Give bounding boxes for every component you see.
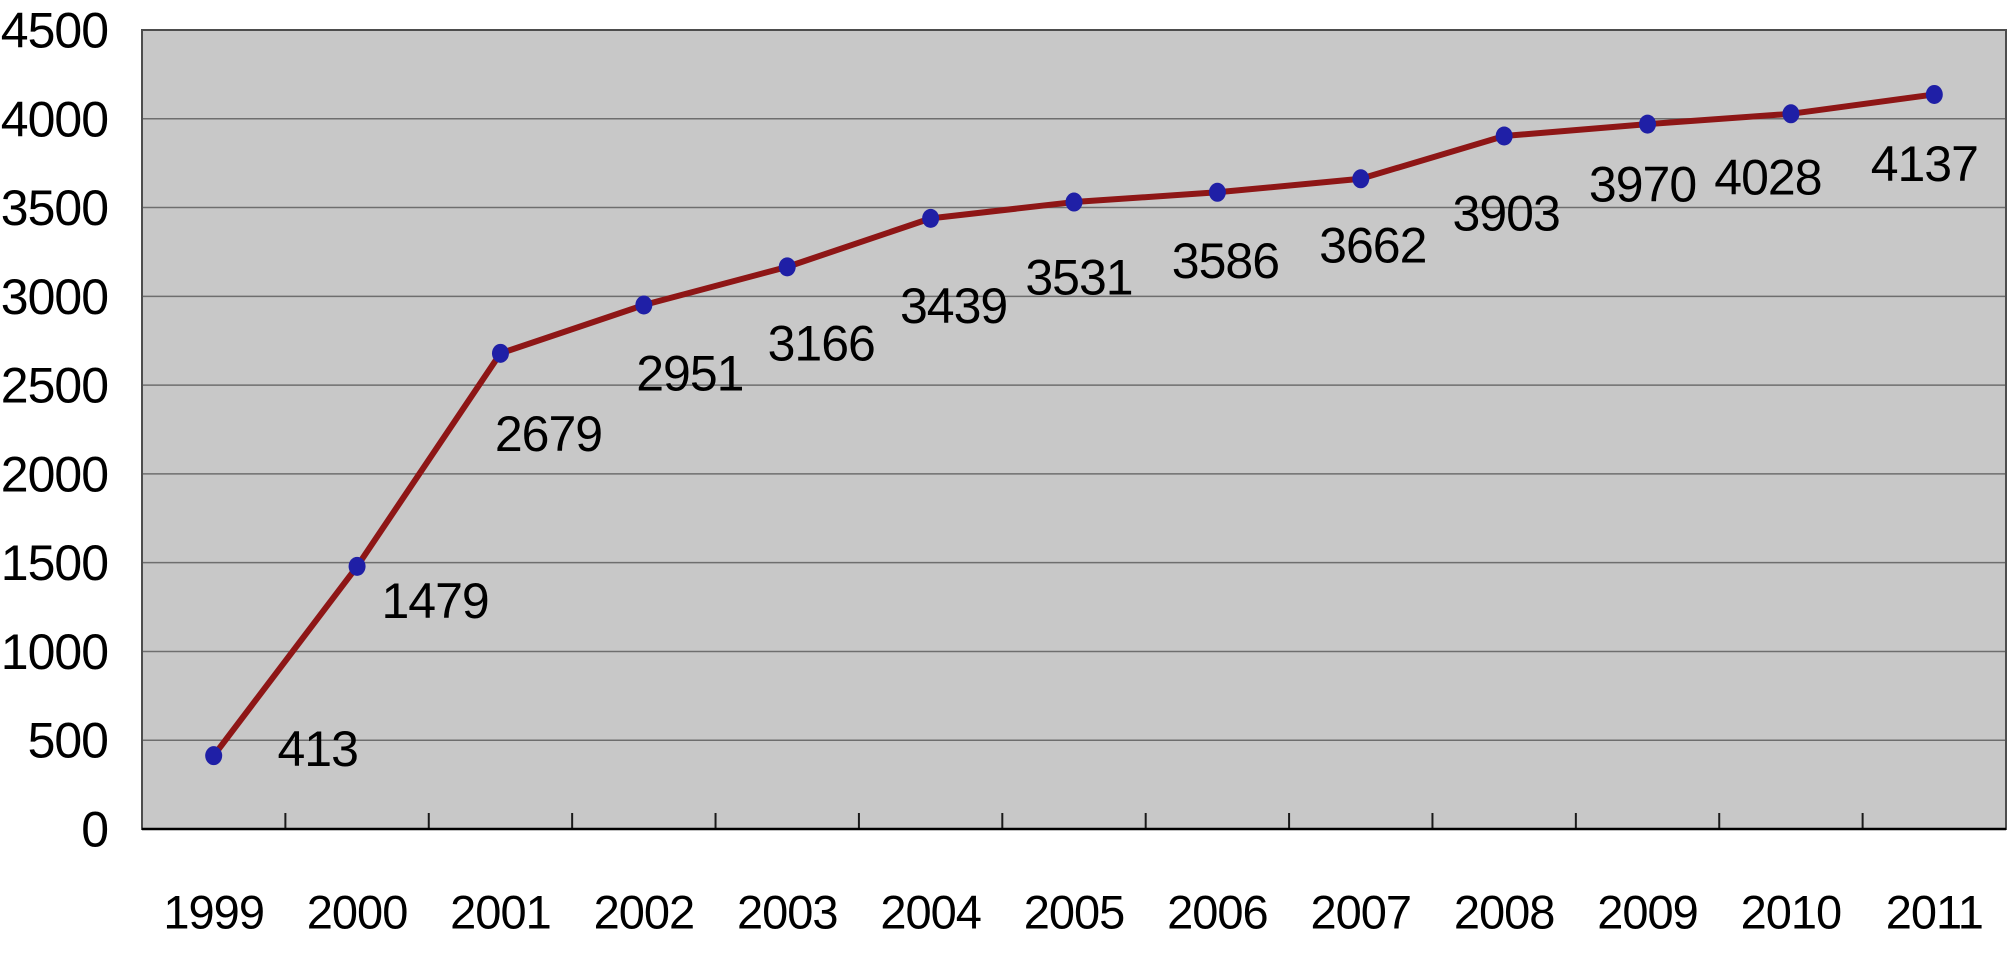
x-axis-category-label: 2003 <box>737 885 838 938</box>
data-label: 4137 <box>1871 136 1978 192</box>
data-point-marker <box>1495 126 1513 146</box>
y-axis-tick-label: 1000 <box>1 624 108 680</box>
data-label: 2951 <box>636 346 743 402</box>
data-label: 3662 <box>1319 217 1426 273</box>
data-label: 413 <box>277 721 357 777</box>
data-point-markers <box>205 84 1943 766</box>
x-axis-category-label: 2009 <box>1597 885 1698 938</box>
x-axis-category-label: 2001 <box>450 885 551 938</box>
x-axis-category-label: 2002 <box>594 885 695 938</box>
data-point-marker <box>778 257 796 277</box>
x-axis-category-label: 2007 <box>1310 885 1411 938</box>
data-label: 3531 <box>1025 250 1132 306</box>
data-label: 1479 <box>381 573 488 629</box>
data-point-marker <box>1208 182 1226 202</box>
data-label: 3970 <box>1589 157 1696 213</box>
data-label: 4028 <box>1714 149 1821 205</box>
data-point-marker <box>1925 84 1943 104</box>
x-axis-category-label: 2008 <box>1454 885 1555 938</box>
data-label: 3903 <box>1453 186 1560 242</box>
x-axis-category-label: 2010 <box>1741 885 1842 938</box>
x-axis-ticks <box>284 813 1864 829</box>
data-point-marker <box>1639 114 1657 134</box>
y-axis-labels: 0 500 1000 1500 2000 2500 3000 3500 4000 4500 <box>1 3 109 858</box>
data-label: 3586 <box>1172 233 1279 289</box>
x-axis-category-label: 2005 <box>1024 885 1125 938</box>
y-axis-tick-label: 2000 <box>1 446 108 502</box>
x-axis-labels: 1999 2000 2001 2002 2003 2004 2005 2006 2007 2008… <box>163 885 1983 938</box>
x-axis-category-label: 1999 <box>163 885 264 938</box>
data-point-marker <box>1352 169 1370 189</box>
data-labels: 413 1479 2679 2951 3166 3439 3531 3586 3662 3903 3… <box>277 136 1978 777</box>
y-axis-tick-label: 2500 <box>1 358 108 414</box>
x-axis-category-label: 2004 <box>880 885 981 938</box>
y-axis-tick-label: 4000 <box>1 91 108 147</box>
data-point-marker <box>491 343 509 363</box>
data-label: 3166 <box>768 315 875 371</box>
data-point-marker <box>1782 104 1800 124</box>
data-point-marker <box>635 295 653 315</box>
y-axis-tick-label: 4500 <box>1 3 108 59</box>
data-point-marker <box>1065 192 1083 212</box>
y-axis-tick-label: 0 <box>81 802 108 858</box>
x-axis-category-label: 2000 <box>307 885 408 938</box>
y-axis-tick-label: 1500 <box>1 535 108 591</box>
y-axis-tick-label: 500 <box>28 713 108 769</box>
y-axis-tick-label: 3000 <box>1 269 108 325</box>
data-point-marker <box>205 746 223 766</box>
data-point-marker <box>348 556 366 576</box>
x-axis-category-label: 2011 <box>1886 885 1983 938</box>
data-label: 2679 <box>495 406 602 462</box>
y-axis-tick-label: 3500 <box>1 180 108 236</box>
data-label: 3439 <box>900 278 1007 334</box>
data-point-marker <box>922 208 940 228</box>
x-axis-category-label: 2006 <box>1167 885 1268 938</box>
